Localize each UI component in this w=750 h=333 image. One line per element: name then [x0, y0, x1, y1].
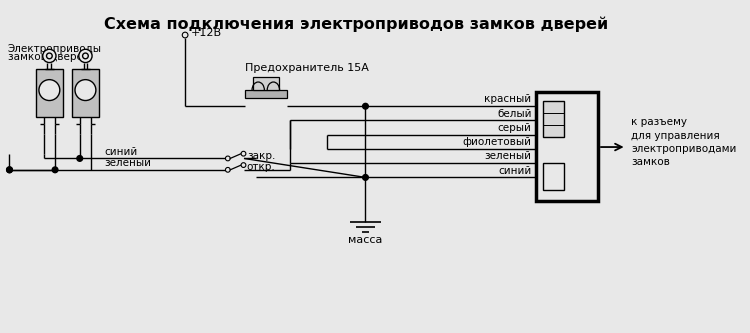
Text: серый: серый: [498, 123, 532, 133]
Text: Электроприводы: Электроприводы: [8, 44, 101, 54]
Circle shape: [53, 167, 58, 173]
Text: Предохранитель 15А: Предохранитель 15А: [245, 63, 369, 73]
Circle shape: [7, 167, 12, 173]
Circle shape: [362, 174, 368, 180]
Text: зеленый: зеленый: [104, 158, 152, 168]
Circle shape: [46, 53, 53, 59]
Text: к разъему
для управления
электроприводами
замков: к разъему для управления электроприводам…: [632, 118, 736, 167]
Text: зеленый: зеленый: [484, 151, 532, 161]
FancyBboxPatch shape: [253, 77, 279, 90]
Circle shape: [226, 156, 230, 161]
FancyBboxPatch shape: [72, 69, 99, 117]
Text: масса: масса: [348, 235, 382, 245]
Circle shape: [79, 49, 92, 63]
FancyBboxPatch shape: [245, 90, 286, 98]
FancyBboxPatch shape: [536, 92, 598, 201]
Text: +12В: +12В: [190, 28, 222, 38]
Circle shape: [226, 167, 230, 172]
Circle shape: [77, 156, 82, 161]
Text: белый: белый: [497, 109, 532, 119]
Circle shape: [241, 163, 246, 167]
Circle shape: [182, 32, 188, 38]
Circle shape: [43, 49, 56, 63]
Circle shape: [241, 151, 246, 156]
FancyBboxPatch shape: [543, 163, 564, 190]
Circle shape: [7, 167, 12, 173]
Text: красный: красный: [484, 94, 532, 104]
Circle shape: [82, 53, 88, 59]
Text: замков дверей: замков дверей: [8, 52, 89, 62]
FancyBboxPatch shape: [36, 69, 63, 117]
Circle shape: [362, 103, 368, 109]
Text: синий: синий: [104, 147, 138, 157]
Text: закр.: закр.: [247, 151, 275, 161]
Circle shape: [39, 80, 60, 101]
FancyBboxPatch shape: [543, 101, 564, 137]
Text: откр.: откр.: [247, 162, 275, 172]
Text: фиолетовый: фиолетовый: [463, 137, 532, 147]
Text: Схема подключения электроприводов замков дверей: Схема подключения электроприводов замков…: [104, 16, 608, 32]
Text: синий: синий: [498, 166, 532, 175]
Circle shape: [75, 80, 96, 101]
